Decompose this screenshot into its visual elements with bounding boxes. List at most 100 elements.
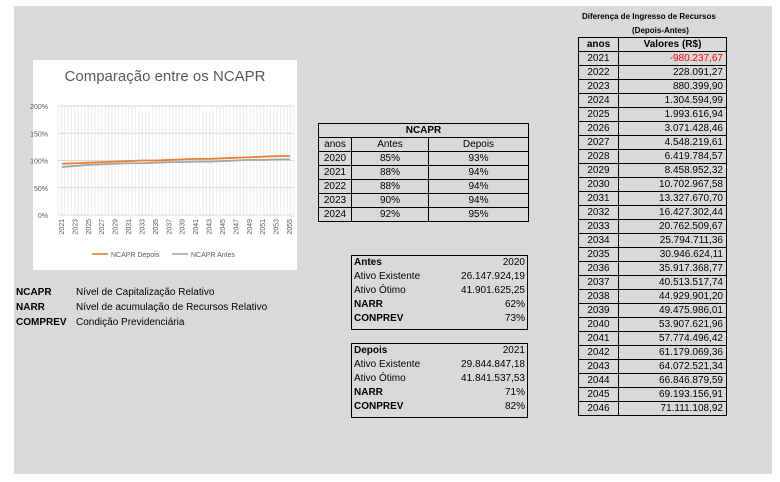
ncapr-cell[interactable]: 2020 [318, 151, 352, 166]
diff-value-cell[interactable]: 25.794.711,36 [618, 233, 727, 248]
ncapr-cell[interactable]: 95% [428, 207, 529, 222]
def-comprev-abbr: COMPREV [16, 317, 67, 328]
diff-value-cell[interactable]: -980.237,67 [618, 51, 727, 66]
diff-value-cell[interactable]: 66.846.879,59 [618, 373, 727, 388]
diff-value-cell[interactable]: 53.907.621,96 [618, 317, 727, 332]
antes-ativo-otimo-label[interactable]: Ativo Ótimo [354, 285, 406, 296]
depois-conprev[interactable]: 82% [504, 401, 525, 412]
ncapr-col-antes[interactable]: Antes [351, 137, 429, 152]
antes-label[interactable]: Antes [354, 257, 382, 268]
antes-ativo-otimo[interactable]: 41.901.625,25 [461, 285, 525, 296]
ncapr-cell[interactable]: 93% [428, 151, 529, 166]
antes-conprev-label[interactable]: CONPREV [354, 313, 404, 324]
diff-row: 2022 228.091,27 [578, 65, 727, 80]
diff-year-cell[interactable]: 2040 [578, 317, 619, 332]
diff-value-cell[interactable]: 8.458.952,32 [618, 163, 727, 178]
diff-year-cell[interactable]: 2027 [578, 135, 619, 150]
chart-xtick-label: 2025 [86, 219, 93, 235]
ncapr-cell[interactable]: 92% [351, 207, 429, 222]
ncapr-cell[interactable]: 2021 [318, 165, 352, 180]
diff-year-cell[interactable]: 2028 [578, 149, 619, 164]
depois-ativo-otimo[interactable]: 41.841.537,53 [461, 373, 525, 384]
depois-conprev-label[interactable]: CONPREV [354, 401, 404, 412]
diff-year-cell[interactable]: 2022 [578, 65, 619, 80]
depois-year[interactable]: 2021 [502, 345, 525, 356]
diff-year-cell[interactable]: 2043 [578, 359, 619, 374]
diff-value-cell[interactable]: 35.917.368,77 [618, 261, 727, 276]
diff-value-cell[interactable]: 10.702.967,58 [618, 177, 727, 192]
antes-year[interactable]: 2020 [502, 257, 525, 268]
diff-value-cell[interactable]: 30.946.624,11 [618, 247, 727, 262]
ncapr-cell[interactable]: 85% [351, 151, 429, 166]
antes-narr[interactable]: 62% [504, 299, 525, 310]
diff-value-cell[interactable]: 69.193.156,91 [618, 387, 727, 402]
diff-value-cell[interactable]: 40.513.517,74 [618, 275, 727, 290]
antes-ativo-existente-label[interactable]: Ativo Existente [354, 271, 421, 282]
diff-value-cell[interactable]: 1.304.594,99 [618, 93, 727, 108]
diff-value-cell[interactable]: 228.091,27 [618, 65, 727, 80]
diff-value-cell[interactable]: 44.929.901,20 [618, 289, 727, 304]
diff-year-cell[interactable]: 2042 [578, 345, 619, 360]
diff-year-cell[interactable]: 2033 [578, 219, 619, 234]
diff-value-cell[interactable]: 61.179.069,36 [618, 345, 727, 360]
diff-value-cell[interactable]: 57.774.496,42 [618, 331, 727, 346]
diff-year-cell[interactable]: 2045 [578, 387, 619, 402]
antes-narr-label[interactable]: NARR [354, 299, 383, 310]
diff-year-cell[interactable]: 2035 [578, 247, 619, 262]
diff-col-year[interactable]: anos [578, 37, 619, 52]
chart-xtick-label: 2035 [153, 219, 160, 235]
diff-year-cell[interactable]: 2041 [578, 331, 619, 346]
ncapr-cell[interactable]: 2024 [318, 207, 352, 222]
depois-ativo-existente[interactable]: 29.844.847,18 [461, 359, 525, 370]
diff-year-cell[interactable]: 2031 [578, 191, 619, 206]
diff-year-cell[interactable]: 2029 [578, 163, 619, 178]
antes-ativo-existente[interactable]: 26.147.924,19 [461, 271, 525, 282]
ncapr-col-depois[interactable]: Depois [428, 137, 529, 152]
diff-value-cell[interactable]: 4.548.219,61 [618, 135, 727, 150]
diff-value-cell[interactable]: 16.427.302,44 [618, 205, 727, 220]
diff-value-cell[interactable]: 880.399,90 [618, 79, 727, 94]
diff-value-cell[interactable]: 13.327.670,70 [618, 191, 727, 206]
def-ncapr-abbr: NCAPR [16, 287, 52, 298]
depois-narr[interactable]: 71% [504, 387, 525, 398]
depois-narr-label[interactable]: NARR [354, 387, 383, 398]
ncapr-cell[interactable]: 2023 [318, 193, 352, 208]
diff-value-cell[interactable]: 49.475.986,01 [618, 303, 727, 318]
ncapr-cell[interactable]: 2022 [318, 179, 352, 194]
ncapr-cell[interactable]: 90% [351, 193, 429, 208]
diff-value-cell[interactable]: 6.419.784,57 [618, 149, 727, 164]
diff-year-cell[interactable]: 2024 [578, 93, 619, 108]
ncapr-title[interactable]: NCAPR [318, 123, 529, 138]
depois-label[interactable]: Depois [354, 345, 388, 356]
diff-year-cell[interactable]: 2036 [578, 261, 619, 276]
chart-ytick-label: 100% [30, 159, 48, 166]
ncapr-cell[interactable]: 94% [428, 193, 529, 208]
diff-year-cell[interactable]: 2038 [578, 289, 619, 304]
ncapr-cell[interactable]: 94% [428, 165, 529, 180]
diff-value-cell[interactable]: 64.072.521,34 [618, 359, 727, 374]
diff-value-cell[interactable]: 1.993.616,94 [618, 107, 727, 122]
diff-value-cell[interactable]: 20.762.509,67 [618, 219, 727, 234]
ncapr-cell[interactable]: 88% [351, 179, 429, 194]
ncapr-cell[interactable]: 94% [428, 179, 529, 194]
diff-col-value[interactable]: Valores (R$) [618, 37, 727, 52]
ncapr-row: 2023 90% 94% [318, 193, 529, 208]
depois-ativo-otimo-label[interactable]: Ativo Ótimo [354, 373, 406, 384]
ncapr-col-anos[interactable]: anos [318, 137, 352, 152]
diff-year-cell[interactable]: 2023 [578, 79, 619, 94]
diff-year-cell[interactable]: 2037 [578, 275, 619, 290]
diff-value-cell[interactable]: 3.071.428,46 [618, 121, 727, 136]
diff-year-cell[interactable]: 2032 [578, 205, 619, 220]
diff-year-cell[interactable]: 2046 [578, 401, 619, 416]
diff-year-cell[interactable]: 2030 [578, 177, 619, 192]
depois-ativo-existente-label[interactable]: Ativo Existente [354, 359, 421, 370]
diff-year-cell[interactable]: 2025 [578, 107, 619, 122]
diff-year-cell[interactable]: 2026 [578, 121, 619, 136]
diff-year-cell[interactable]: 2039 [578, 303, 619, 318]
diff-value-cell[interactable]: 71.111.108,92 [618, 401, 727, 416]
ncapr-cell[interactable]: 88% [351, 165, 429, 180]
diff-year-cell[interactable]: 2021 [578, 51, 619, 66]
diff-year-cell[interactable]: 2034 [578, 233, 619, 248]
antes-conprev[interactable]: 73% [504, 313, 525, 324]
diff-year-cell[interactable]: 2044 [578, 373, 619, 388]
